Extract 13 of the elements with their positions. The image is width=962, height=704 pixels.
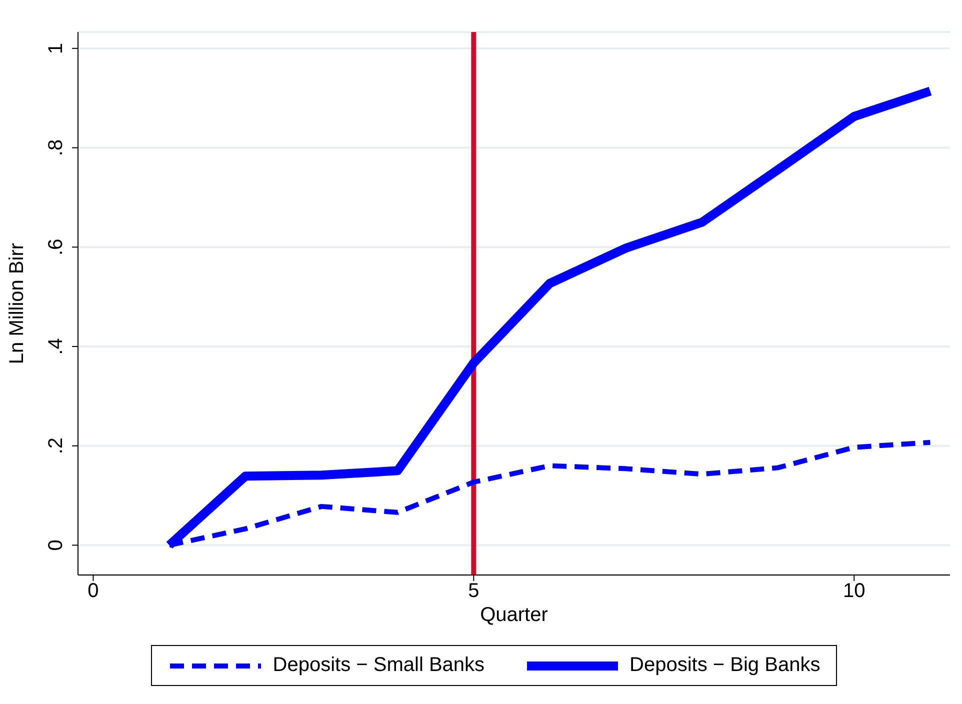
legend-label: Deposits − Big Banks bbox=[630, 654, 820, 677]
y-axis-title: Ln Million Birr bbox=[6, 242, 28, 364]
x-tick-label: 5 bbox=[468, 580, 480, 602]
y-tick-label: 0 bbox=[45, 540, 67, 551]
y-tick-label: .6 bbox=[45, 238, 67, 256]
x-tick-label: 10 bbox=[843, 580, 866, 602]
y-tick-label: .8 bbox=[45, 139, 67, 156]
x-tick-label: 0 bbox=[88, 580, 99, 602]
x-axis-title: Quarter bbox=[480, 604, 548, 626]
legend-label: Deposits − Small Banks bbox=[272, 654, 485, 677]
y-tick-label: 1 bbox=[45, 42, 67, 54]
y-tick-label: .2 bbox=[45, 437, 67, 454]
y-tick-label: .4 bbox=[45, 338, 67, 355]
